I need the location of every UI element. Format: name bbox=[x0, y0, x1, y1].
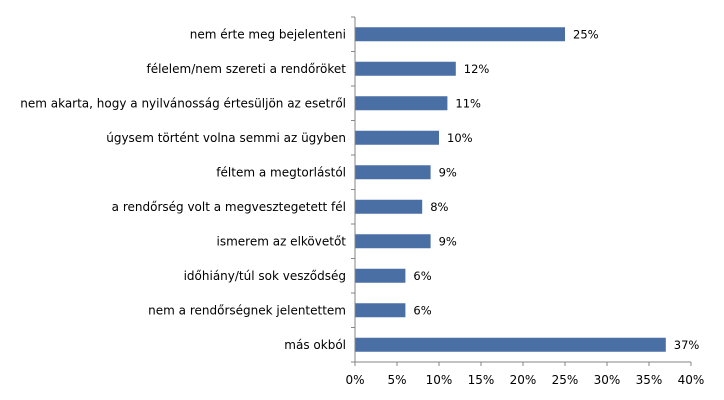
value-label: 11% bbox=[455, 96, 481, 110]
x-tick-label: 30% bbox=[594, 373, 621, 387]
x-tick-label: 10% bbox=[426, 373, 453, 387]
bar bbox=[355, 337, 666, 352]
x-tick-label: 40% bbox=[678, 373, 705, 387]
bar bbox=[355, 268, 406, 283]
x-tick-label: 0% bbox=[345, 373, 364, 387]
value-label: 6% bbox=[413, 269, 431, 283]
category-label: időhiány/túl sok vesződség bbox=[184, 269, 346, 283]
bar bbox=[355, 130, 439, 145]
bar bbox=[355, 96, 448, 111]
category-label: más okból bbox=[284, 338, 346, 352]
value-label: 9% bbox=[439, 165, 457, 179]
bar bbox=[355, 27, 565, 42]
category-label: nem akarta, hogy a nyilvánosság értesülj… bbox=[20, 96, 346, 110]
value-label: 6% bbox=[413, 303, 431, 317]
category-label: ismerem az elkövetőt bbox=[217, 234, 347, 248]
value-label: 10% bbox=[447, 131, 473, 145]
bar bbox=[355, 303, 406, 318]
bar bbox=[355, 61, 456, 76]
category-label: úgysem történt volna semmi az ügyben bbox=[106, 131, 346, 145]
value-label: 9% bbox=[439, 234, 457, 248]
value-label: 8% bbox=[430, 200, 448, 214]
x-tick-label: 25% bbox=[552, 373, 579, 387]
x-tick-label: 5% bbox=[387, 373, 406, 387]
x-tick-label: 35% bbox=[636, 373, 663, 387]
category-label: a rendőrség volt a megvesztegetett fél bbox=[112, 200, 346, 214]
x-tick-label: 20% bbox=[510, 373, 537, 387]
value-label: 12% bbox=[464, 62, 490, 76]
category-label: féltem a megtorlástól bbox=[216, 165, 346, 179]
bar bbox=[355, 199, 423, 214]
bar bbox=[355, 234, 431, 249]
category-label: félelem/nem szereti a rendőröket bbox=[146, 62, 346, 76]
category-label: nem a rendőrségnek jelentettem bbox=[148, 303, 346, 317]
bar bbox=[355, 165, 431, 180]
x-tick-label: 15% bbox=[468, 373, 495, 387]
category-label: nem érte meg bejelenteni bbox=[190, 27, 346, 41]
value-label: 37% bbox=[674, 338, 700, 352]
value-label: 25% bbox=[573, 27, 599, 41]
